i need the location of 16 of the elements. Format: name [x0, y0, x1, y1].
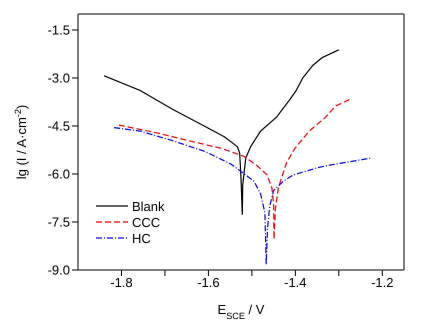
- x-axis-title: E$_{SCE}$ / V: [218, 302, 265, 321]
- legend-label: CCC: [132, 214, 160, 230]
- legend-label: Blank: [132, 198, 165, 214]
- x-tick-label: -1.2: [371, 275, 394, 290]
- line-series: [113, 127, 372, 266]
- x-tick-label: -1.4: [284, 275, 307, 290]
- y-tick-label: -4.5: [48, 118, 70, 134]
- y-tick-label: -9.0: [48, 262, 70, 278]
- y-tick-label: -6.0: [48, 166, 70, 182]
- y-tick-label: -1.5: [48, 22, 70, 38]
- y-tick-label: -7.5: [48, 214, 70, 230]
- x-tick-label: -1.8: [110, 275, 133, 290]
- y-tick-label: -3.0: [48, 70, 70, 86]
- x-tick-label: -1.6: [197, 275, 220, 290]
- line-series: [103, 49, 340, 215]
- legend-label: HC: [132, 230, 151, 246]
